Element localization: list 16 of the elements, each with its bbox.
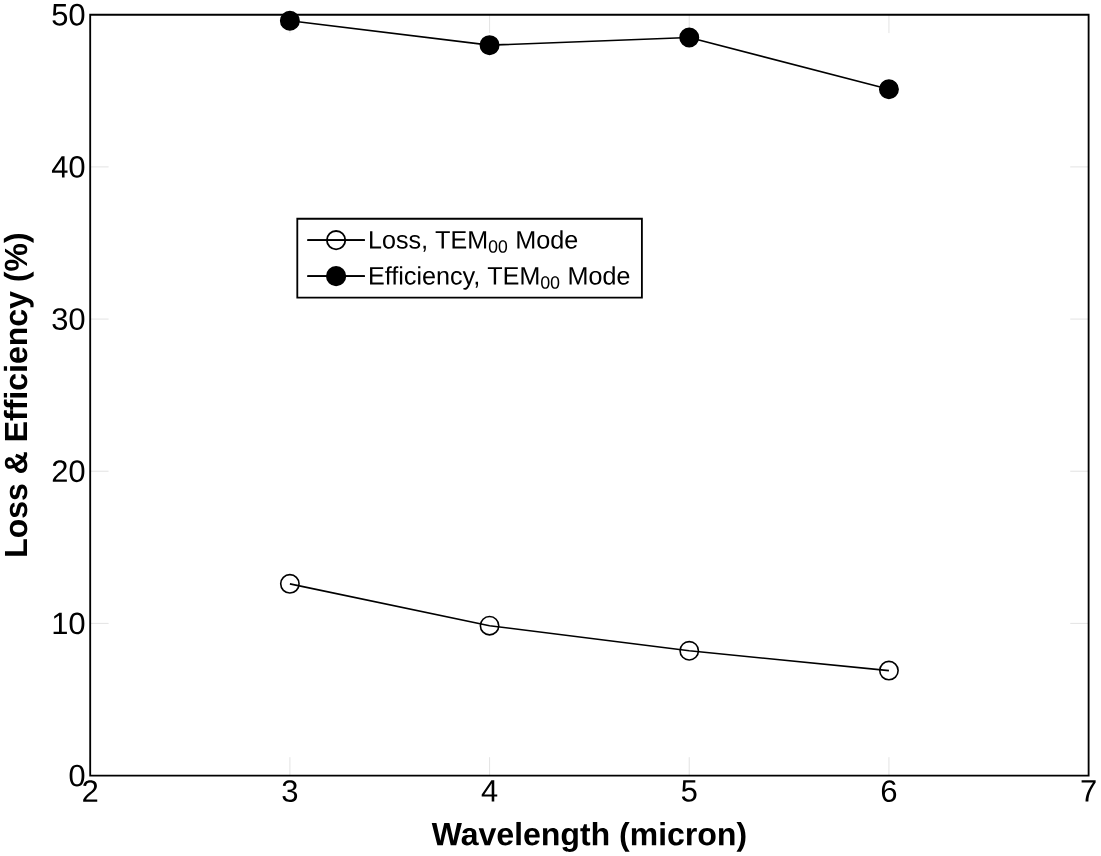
x-tick-label: 3 (282, 780, 298, 803)
legend-label: Loss, TEM$_{00}$ Mode (370, 230, 578, 253)
y-tick-label: 10 (53, 612, 85, 635)
x-tick-label: 7 (1081, 780, 1096, 802)
y-tick-label: 20 (52, 460, 85, 483)
y-tick-label: 30 (52, 308, 85, 331)
x-tick-label: 5 (681, 780, 697, 802)
x-axis-title: Wavelength (micron) (431, 822, 746, 853)
y-axis-title: Loss & Efficiency (%) (3, 234, 34, 556)
x-tick-label: 2 (83, 780, 98, 802)
x-tick-label: 6 (881, 780, 897, 803)
y-tick-label: 50 (52, 3, 85, 26)
y-tick-label: 0 (69, 764, 85, 787)
x-tick-label: 4 (481, 780, 498, 802)
y-tick-label: 40 (51, 156, 85, 178)
legend-label: Efficiency, TEM$_{00}$ Mode (370, 266, 630, 290)
